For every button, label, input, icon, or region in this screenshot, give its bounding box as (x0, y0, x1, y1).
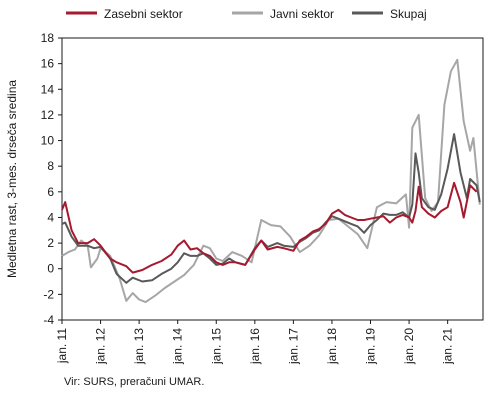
y-tick-label: 10 (41, 134, 55, 148)
series-line-2 (61, 133, 481, 284)
y-tick-label: 4 (47, 210, 54, 224)
y-axis-title-group: Medletna rast, 3-mes. drseča sredina (5, 80, 19, 278)
x-tick-label: jan. 13 (132, 328, 146, 365)
x-tick-label: jan. 11 (55, 328, 69, 364)
series-line-1 (61, 58, 481, 304)
y-tick-label: -4 (43, 313, 54, 327)
y-tick-label: 2 (47, 236, 54, 250)
y-tick-label: 8 (47, 159, 54, 173)
x-ticks: jan. 11 jan. 12 jan. 13 jan. 14 jan. 15 jan. … (55, 320, 455, 365)
x-tick-label: jan. 12 (94, 328, 108, 365)
y-tick-label: 12 (41, 108, 55, 122)
legend: Zasebni sektor Javni sektor Skupaj (66, 7, 427, 21)
x-tick-label: jan. 15 (209, 328, 223, 365)
legend-label: Skupaj (390, 7, 427, 21)
x-tick-label: jan. 16 (248, 328, 262, 365)
y-tick-label: 18 (41, 31, 55, 45)
x-tick-label: jan. 18 (325, 328, 339, 365)
x-tick-label: jan. 21 (441, 328, 455, 365)
x-tick-label: jan. 19 (364, 328, 378, 365)
y-axis-title: Medletna rast, 3-mes. drseča sredina (5, 80, 19, 278)
y-ticks: -4 -2 0 2 4 6 8 10 12 14 16 18 (41, 31, 62, 327)
x-tick-label: jan. 14 (171, 328, 185, 365)
x-tick-label: jan. 20 (402, 328, 416, 365)
series-lines (61, 58, 481, 304)
legend-label: Javni sektor (270, 7, 334, 21)
source-note: Vir: SURS, preračuni UMAR. (64, 376, 205, 388)
legend-label: Zasebni sektor (104, 7, 183, 21)
plot-frame (61, 37, 484, 321)
y-tick-label: -2 (43, 287, 54, 301)
y-tick-label: 16 (41, 57, 55, 71)
y-tick-label: 6 (47, 185, 54, 199)
x-tick-label: jan. 17 (286, 328, 300, 365)
y-tick-label: 14 (41, 82, 55, 96)
y-tick-label: 0 (47, 262, 54, 276)
series-line-0 (61, 181, 478, 274)
